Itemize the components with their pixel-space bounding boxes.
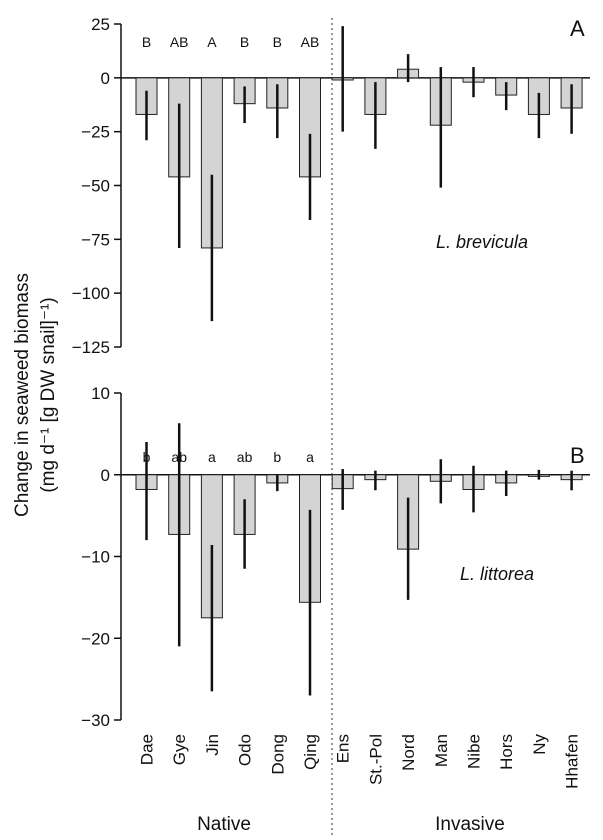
y-tick-label: −75 bbox=[81, 230, 110, 249]
significance-letter: B bbox=[240, 34, 249, 50]
category-labels: Dae Gye Jin Odo Dong Qing Ens St.-Pol Nord Man Nib… bbox=[138, 734, 582, 789]
category-label: Ens bbox=[334, 734, 353, 763]
y-tick-label: −100 bbox=[72, 284, 110, 303]
category-label: Ny bbox=[530, 734, 549, 755]
significance-letter: B bbox=[142, 34, 151, 50]
panel-a-letter: A bbox=[570, 16, 585, 41]
y-tick-label: −50 bbox=[81, 177, 110, 196]
category-label: Hhafen bbox=[563, 734, 582, 789]
category-label: St.-Pol bbox=[366, 734, 385, 785]
y-tick-label: −30 bbox=[81, 711, 110, 730]
significance-letter: AB bbox=[170, 34, 189, 50]
category-label: Nord bbox=[399, 734, 418, 771]
significance-letter: ab bbox=[237, 449, 253, 465]
category-label: Nibe bbox=[465, 734, 484, 769]
y-tick-label: 0 bbox=[101, 69, 110, 88]
y-tick-label: −10 bbox=[81, 548, 110, 567]
group-label-native: Native bbox=[197, 814, 251, 835]
category-label: Jin bbox=[203, 734, 222, 756]
y-tick-label: 25 bbox=[91, 15, 110, 34]
category-label: Dae bbox=[138, 734, 157, 765]
significance-letter: A bbox=[207, 34, 217, 50]
category-label: Dong bbox=[268, 734, 287, 775]
significance-letter: b bbox=[143, 449, 151, 465]
significance-letter: B bbox=[273, 34, 282, 50]
y-tick-label: −20 bbox=[81, 629, 110, 648]
significance-letter: a bbox=[306, 449, 314, 465]
category-label: Man bbox=[432, 734, 451, 767]
y-axis-label-line2: (mg d⁻¹ [g DW snail]⁻¹) bbox=[38, 297, 59, 492]
category-label: Qing bbox=[301, 734, 320, 770]
significance-letter: a bbox=[208, 449, 216, 465]
y-axis-label-line1: Change in seaweed biomass bbox=[12, 273, 33, 517]
category-label: Hors bbox=[497, 734, 516, 770]
category-label: Odo bbox=[236, 734, 255, 766]
category-label: Gye bbox=[170, 734, 189, 765]
y-tick-label: −125 bbox=[72, 338, 110, 357]
significance-letter: b bbox=[273, 449, 281, 465]
panel-b-letter: B bbox=[570, 443, 585, 468]
significance-letter: AB bbox=[301, 34, 320, 50]
panel-b-species: L. littorea bbox=[460, 564, 534, 584]
y-tick-label: −25 bbox=[81, 123, 110, 142]
y-tick-label: 0 bbox=[101, 466, 110, 485]
panel-a-species: L. brevicula bbox=[436, 232, 528, 252]
group-label-invasive: Invasive bbox=[435, 814, 505, 835]
significance-letter: ab bbox=[171, 449, 187, 465]
panel-b: 10 0 −10 −20 −30 b ab a ab b a bbox=[81, 384, 590, 730]
y-tick-label: 10 bbox=[91, 384, 110, 403]
